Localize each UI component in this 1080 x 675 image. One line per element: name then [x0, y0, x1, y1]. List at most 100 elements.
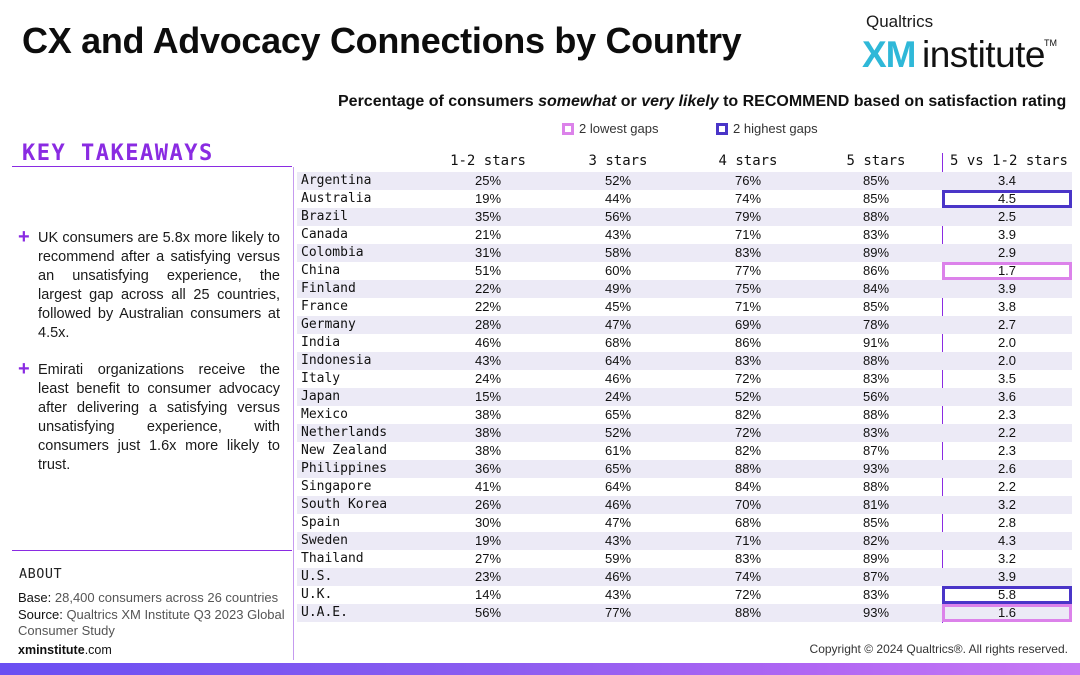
value-cell: 65%	[604, 461, 632, 476]
value-cell: 25%	[474, 173, 502, 188]
value-cell: 91%	[862, 335, 890, 350]
value-cell: 41%	[474, 479, 502, 494]
table-row: Colombia 31% 58% 83% 89% 2.9	[297, 244, 1072, 262]
col-header: 5 stars	[846, 153, 906, 169]
value-cell: 21%	[474, 227, 502, 242]
country-cell: France	[301, 299, 348, 314]
value-cell: 77%	[604, 605, 632, 620]
value-cell: 22%	[474, 281, 502, 296]
value-cell: 68%	[734, 515, 762, 530]
table-row: China 51% 60% 77% 86% 1.7	[297, 262, 1072, 280]
value-cell: 52%	[604, 425, 632, 440]
bottom-gradient-bar	[0, 663, 1080, 675]
gap-cell: 2.2	[997, 425, 1017, 440]
gap-cell: 5.8	[942, 586, 1072, 604]
data-table: Argentina 25% 52% 76% 85% 3.4 Australia 19% 44% 7…	[297, 172, 1072, 622]
value-cell: 46%	[604, 569, 632, 584]
country-cell: Argentina	[301, 173, 372, 188]
gap-cell: 3.9	[997, 227, 1017, 242]
value-cell: 88%	[862, 479, 890, 494]
gap-cell: 3.4	[997, 173, 1017, 188]
country-cell: U.S.	[301, 569, 333, 584]
value-cell: 71%	[734, 533, 762, 548]
value-cell: 43%	[604, 227, 632, 242]
gap-cell: 3.2	[997, 551, 1017, 566]
value-cell: 30%	[474, 515, 502, 530]
value-cell: 84%	[734, 479, 762, 494]
value-cell: 93%	[862, 461, 890, 476]
value-cell: 27%	[474, 551, 502, 566]
value-cell: 15%	[474, 389, 502, 404]
site-link[interactable]: xminstitute.com	[18, 643, 112, 657]
base-value: 28,400 consumers across 26 countries	[54, 590, 279, 605]
takeaway-bullet: + UK consumers are 5.8x more likely to r…	[18, 226, 280, 343]
gap-cell: 2.3	[997, 443, 1017, 458]
value-cell: 46%	[604, 497, 632, 512]
gap-cell: 2.5	[997, 209, 1017, 224]
country-cell: Colombia	[301, 245, 364, 260]
value-cell: 78%	[862, 317, 890, 332]
gap-cell: 1.7	[942, 262, 1072, 280]
gap-cell: 2.0	[997, 335, 1017, 350]
table-row: Singapore 41% 64% 84% 88% 2.2	[297, 478, 1072, 496]
site-bold: xminstitute	[18, 643, 85, 657]
country-cell: South Korea	[301, 497, 388, 512]
table-row: Australia 19% 44% 74% 85% 4.5	[297, 190, 1072, 208]
table-row: Canada 21% 43% 71% 83% 3.9	[297, 226, 1072, 244]
value-cell: 60%	[604, 263, 632, 278]
logo-xm: XM	[862, 34, 916, 75]
value-cell: 22%	[474, 299, 502, 314]
value-cell: 46%	[474, 335, 502, 350]
gap-cell: 3.9	[997, 569, 1017, 584]
value-cell: 38%	[474, 407, 502, 422]
value-cell: 59%	[604, 551, 632, 566]
country-cell: U.K.	[301, 587, 333, 602]
country-cell: China	[301, 263, 341, 278]
value-cell: 83%	[734, 245, 762, 260]
subtitle-emphasis: very likely	[641, 93, 719, 110]
value-cell: 88%	[734, 605, 762, 620]
copyright: Copyright © 2024 Qualtrics®. All rights …	[809, 642, 1068, 656]
value-cell: 85%	[862, 191, 890, 206]
country-cell: Mexico	[301, 407, 348, 422]
table-row: India 46% 68% 86% 91% 2.0	[297, 334, 1072, 352]
value-cell: 72%	[734, 371, 762, 386]
country-cell: U.A.E.	[301, 605, 348, 620]
gap-cell: 2.3	[997, 407, 1017, 422]
col-header: 3 stars	[588, 153, 648, 169]
value-cell: 74%	[734, 569, 762, 584]
value-cell: 35%	[474, 209, 502, 224]
legend-lowest-gaps: 2 lowest gaps	[562, 121, 659, 136]
legend-low-swatch	[562, 122, 574, 135]
takeaway-bullet: + Emirati organizations receive the leas…	[18, 358, 280, 475]
value-cell: 28%	[474, 317, 502, 332]
value-cell: 87%	[862, 443, 890, 458]
table-row: Netherlands 38% 52% 72% 83% 2.2	[297, 424, 1072, 442]
gap-cell: 1.6	[942, 604, 1072, 622]
table-row: Thailand 27% 59% 83% 89% 3.2	[297, 550, 1072, 568]
legend-highest-gaps: 2 highest gaps	[716, 121, 818, 136]
country-cell: Japan	[301, 389, 341, 404]
about-base: Base: 28,400 consumers across 26 countri…	[18, 590, 278, 605]
value-cell: 38%	[474, 425, 502, 440]
table-row: U.A.E. 56% 77% 88% 93% 1.6	[297, 604, 1072, 622]
country-cell: Italy	[301, 371, 341, 386]
chart-subtitle: Percentage of consumers somewhat or very…	[338, 93, 1066, 111]
gap-cell: 2.8	[997, 515, 1017, 530]
value-cell: 24%	[474, 371, 502, 386]
value-cell: 82%	[862, 533, 890, 548]
value-cell: 93%	[862, 605, 890, 620]
plus-icon: +	[18, 358, 30, 380]
value-cell: 79%	[734, 209, 762, 224]
value-cell: 38%	[474, 443, 502, 458]
value-cell: 23%	[474, 569, 502, 584]
country-cell: Finland	[301, 281, 356, 296]
value-cell: 72%	[734, 587, 762, 602]
country-cell: India	[301, 335, 341, 350]
table-row: Indonesia 43% 64% 83% 88% 2.0	[297, 352, 1072, 370]
source-value-cont: Consumer Study	[18, 623, 115, 638]
value-cell: 61%	[604, 443, 632, 458]
table-row: U.S. 23% 46% 74% 87% 3.9	[297, 568, 1072, 586]
gap-cell: 3.6	[997, 389, 1017, 404]
logo-brand: Qualtrics	[866, 12, 934, 31]
